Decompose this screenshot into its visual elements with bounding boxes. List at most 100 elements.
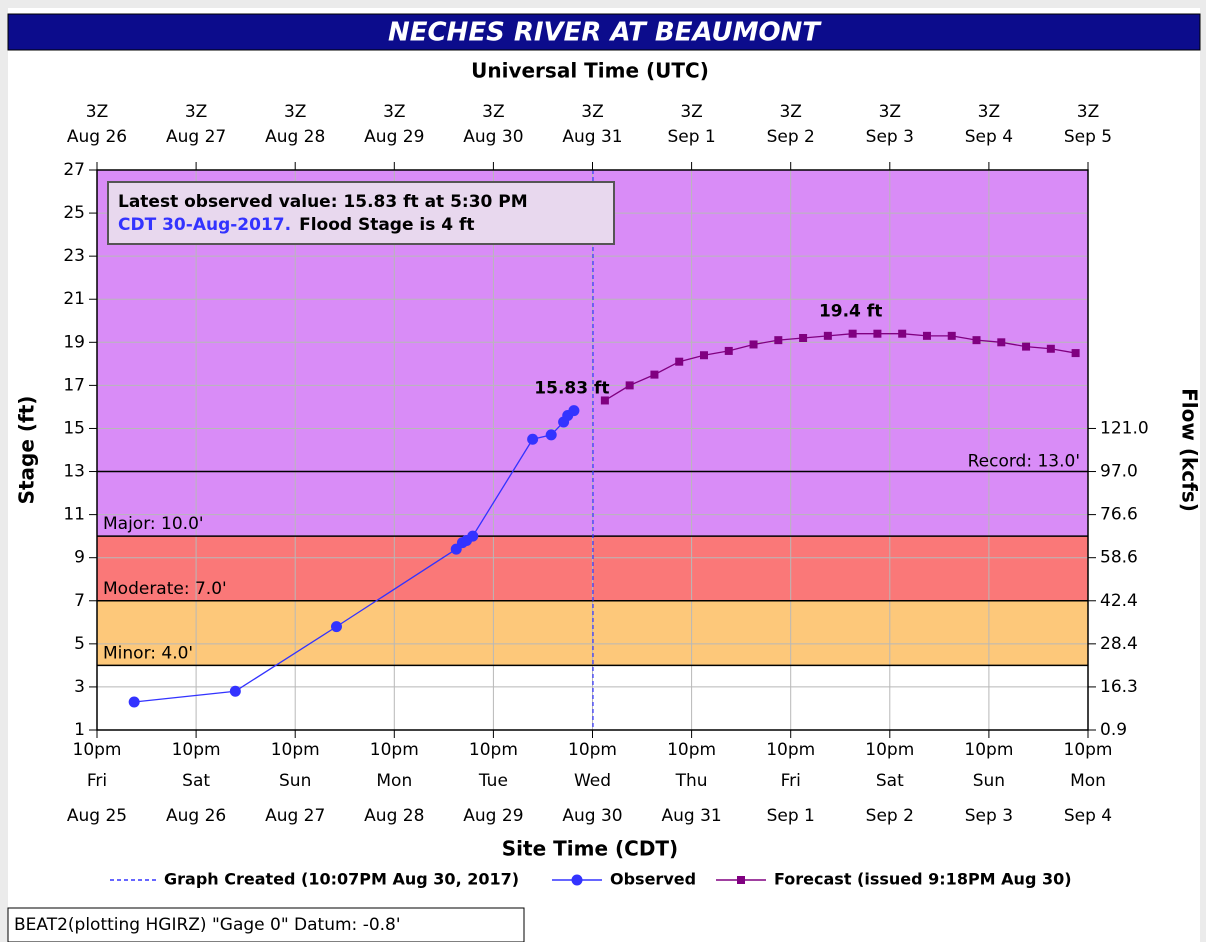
data-point xyxy=(600,396,609,405)
x2-tick-date: Aug 26 xyxy=(67,127,127,147)
data-point xyxy=(972,336,981,345)
x-tick-date: Sep 2 xyxy=(866,806,914,826)
x-tick-date: Sep 4 xyxy=(1064,806,1112,826)
data-point xyxy=(922,331,931,340)
data-point xyxy=(947,331,956,340)
x2-tick-date: Aug 31 xyxy=(562,127,622,147)
title-bar xyxy=(7,13,1201,51)
data-point xyxy=(625,381,634,390)
info-box xyxy=(107,181,615,245)
x-tick-day: Mon xyxy=(376,771,412,791)
x-tick-day: Fri xyxy=(781,771,801,791)
x-tick-day: Wed xyxy=(574,771,611,791)
x-axis-title: Site Time (CDT) xyxy=(502,837,678,861)
x2-tick-label: 3Z xyxy=(284,102,306,122)
x-tick-day: Sat xyxy=(876,771,904,791)
legend-label: Observed xyxy=(610,870,696,889)
data-point xyxy=(1022,342,1031,351)
threshold-label: Moderate: 7.0' xyxy=(103,579,227,599)
data-point xyxy=(545,429,557,441)
x-tick-label: 10pm xyxy=(271,740,320,760)
y-tick-label: 19 xyxy=(63,332,85,352)
data-point xyxy=(997,338,1006,347)
y2-tick-label: 42.4 xyxy=(1100,591,1138,611)
x-tick-date: Aug 30 xyxy=(562,806,622,826)
series-line xyxy=(604,333,1076,402)
y-tick-label: 5 xyxy=(74,634,85,654)
y2-tick-label: 76.6 xyxy=(1100,505,1138,525)
data-point xyxy=(675,357,684,366)
y2-tick-label: 121.0 xyxy=(1100,418,1149,438)
x-tick-label: 10pm xyxy=(964,740,1013,760)
x-tick-day: Mon xyxy=(1070,771,1106,791)
y-tick-label: 17 xyxy=(63,375,85,395)
data-point xyxy=(737,876,745,884)
data-point xyxy=(749,340,758,349)
record-label: Record: 13.0' xyxy=(968,452,1080,472)
y-tick-label: 9 xyxy=(74,548,85,568)
threshold-label: Minor: 4.0' xyxy=(103,643,193,663)
y-tick-label: 3 xyxy=(74,677,85,697)
x2-tick-label: 3Z xyxy=(86,102,108,122)
x-tick-label: 10pm xyxy=(865,740,914,760)
x-tick-label: 10pm xyxy=(370,740,419,760)
y-axis-title: Stage (ft) xyxy=(15,396,39,505)
x2-tick-label: 3Z xyxy=(680,102,702,122)
y-tick-label: 11 xyxy=(63,505,85,525)
x-tick-day: Sun xyxy=(973,771,1005,791)
x2-tick-date: Sep 5 xyxy=(1064,127,1112,147)
x-tick-date: Sep 1 xyxy=(767,806,815,826)
x2-tick-date: Sep 2 xyxy=(767,127,815,147)
data-point xyxy=(1046,344,1055,353)
data-point xyxy=(128,696,140,708)
x-tick-label: 10pm xyxy=(1064,740,1113,760)
x-tick-label: 10pm xyxy=(667,740,716,760)
footer: BEAT2(plotting HGIRZ) "Gage 0" Datum: -0… xyxy=(14,915,401,935)
y2-tick-label: 58.6 xyxy=(1100,548,1138,568)
y-tick-label: 25 xyxy=(63,203,85,223)
x-tick-day: Sat xyxy=(182,771,210,791)
data-point xyxy=(229,685,241,697)
x2-tick-label: 3Z xyxy=(879,102,901,122)
x2-tick-date: Aug 30 xyxy=(463,127,523,147)
x-tick-day: Tue xyxy=(478,771,508,791)
data-point xyxy=(1071,349,1080,358)
x2-tick-label: 3Z xyxy=(185,102,207,122)
x-tick-label: 10pm xyxy=(568,740,617,760)
data-point xyxy=(467,530,479,542)
x-tick-date: Sep 3 xyxy=(965,806,1013,826)
x2-tick-label: 3Z xyxy=(779,102,801,122)
data-point xyxy=(330,621,342,633)
data-point xyxy=(799,334,808,342)
data-point xyxy=(568,405,580,417)
data-label: 15.83 ft xyxy=(534,379,609,399)
x-tick-date: Aug 31 xyxy=(661,806,721,826)
data-point xyxy=(724,346,733,355)
data-point xyxy=(898,329,907,338)
x-tick-date: Aug 26 xyxy=(166,806,226,826)
threshold-label: Major: 10.0' xyxy=(103,514,204,534)
legend-label: Graph Created (10:07PM Aug 30, 2017) xyxy=(164,870,519,889)
x-tick-day: Sun xyxy=(279,771,311,791)
info-line: CDT 30-Aug-2017. Flood Stage is 4 ft xyxy=(118,215,475,235)
x2-tick-date: Aug 29 xyxy=(364,127,424,147)
data-point xyxy=(873,329,882,338)
y-tick-label: 27 xyxy=(63,160,85,180)
x2-tick-label: 3Z xyxy=(978,102,1000,122)
data-point xyxy=(848,329,857,338)
info-flood-stage: Flood Stage is 4 ft xyxy=(299,215,474,235)
y-tick-label: 23 xyxy=(63,246,85,266)
y2-tick-label: 16.3 xyxy=(1100,677,1138,697)
data-point xyxy=(823,331,832,340)
y2-axis-title: Flow (kcfs) xyxy=(1178,388,1202,512)
x2-tick-date: Sep 1 xyxy=(667,127,715,147)
x2-tick-date: Aug 27 xyxy=(166,127,226,147)
x2-tick-label: 3Z xyxy=(581,102,603,122)
y-tick-label: 7 xyxy=(74,591,85,611)
x2-axis-title: Universal Time (UTC) xyxy=(471,59,709,83)
y-tick-label: 1 xyxy=(74,720,85,740)
legend-label: Forecast (issued 9:18PM Aug 30) xyxy=(774,870,1072,889)
data-point xyxy=(699,351,708,360)
